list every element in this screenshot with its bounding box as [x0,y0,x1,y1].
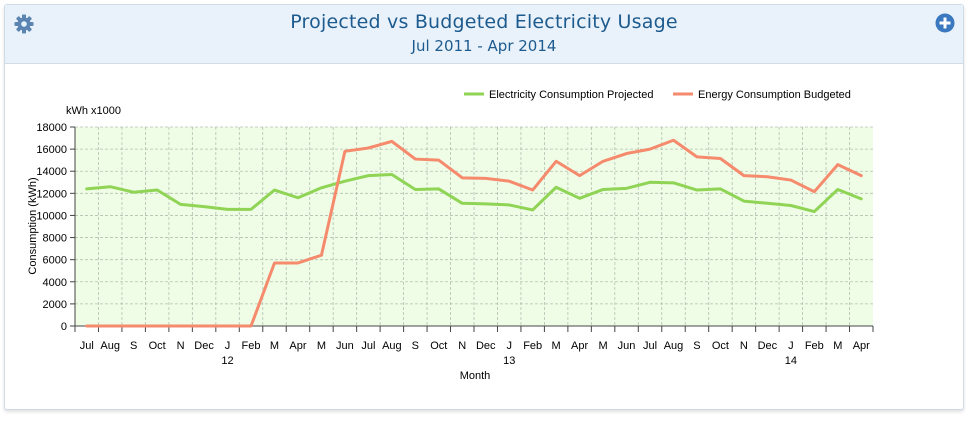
chart-subtitle: Jul 2011 - Apr 2014 [411,37,557,55]
x-tick-label: M [833,340,842,352]
energy-consumption-budgeted-line [85,138,863,328]
x-tick-label: N [177,340,185,352]
x-tick-label: Jul [80,340,94,352]
plus-circle-icon[interactable] [935,13,955,33]
x-tick-label: Aug [100,340,120,352]
x-tick-label: Apr [853,340,870,352]
legend: Electricity Consumption Projected Energy … [464,89,851,101]
x-tick-label: S [130,340,137,352]
electricity-consumption-projected-line [85,173,863,214]
series-lines [85,138,863,328]
x-tick-label: N [458,340,466,352]
y-tick-label: 16000 [36,144,67,156]
y-tick-label: 8000 [43,233,67,245]
y-tick-label: 2000 [43,299,67,311]
x-tick-label: J [225,340,231,352]
y-tick-label: 6000 [43,255,67,267]
legend-label: Energy Consumption Budgeted [698,89,851,101]
x-tick-label: Jul [361,340,375,352]
x-tick-label: Jul [643,340,657,352]
chart-title: Projected vs Budgeted Electricity Usage [290,11,678,33]
x-tick-label: Apr [571,340,588,352]
x-tick-label: M [317,340,326,352]
x-tick-label: Jun [336,340,354,352]
y-tick-label: 14000 [36,166,67,178]
unit-label: kWh x1000 [66,105,121,117]
y-tick-label: 12000 [36,188,67,200]
x-tick-label: Aug [664,340,684,352]
x-tick-label: N [740,340,748,352]
y-tick-label: 4000 [43,277,67,289]
x-tick-label: S [412,340,419,352]
year-label: 13 [503,355,515,367]
year-label: 12 [221,355,233,367]
x-tick-label: J [506,340,512,352]
y-tick-label: 0 [61,321,67,333]
x-tick-label: Apr [289,340,306,352]
x-tick-label: J [788,340,794,352]
x-tick-label: S [693,340,700,352]
gear-icon[interactable] [13,13,35,35]
y-tick-label: 10000 [36,210,67,222]
year-label: 14 [785,355,797,367]
x-tick-label: Dec [758,340,778,352]
plot-area [75,127,873,326]
y-tick-label: 18000 [36,122,67,134]
x-tick-label: Aug [382,340,402,352]
x-tick-label: Oct [712,340,729,352]
x-tick-label: M [599,340,608,352]
x-tick-label: Oct [430,340,447,352]
x-tick-label: Feb [523,340,542,352]
x-tick-label: Jun [618,340,636,352]
legend-label: Electricity Consumption Projected [489,89,653,101]
x-axis-title: Month [460,370,491,382]
x-tick-label: Feb [805,340,824,352]
x-tick-label: M [552,340,561,352]
x-tick-label: M [270,340,279,352]
y-axis-title: Consumption (kWh) [27,177,39,274]
panel-header: Projected vs Budgeted Electricity Usage … [5,5,963,64]
x-tick-label: Feb [242,340,261,352]
x-tick-label: Oct [149,340,166,352]
x-tick-label: Dec [194,340,214,352]
x-tick-label: Dec [476,340,496,352]
